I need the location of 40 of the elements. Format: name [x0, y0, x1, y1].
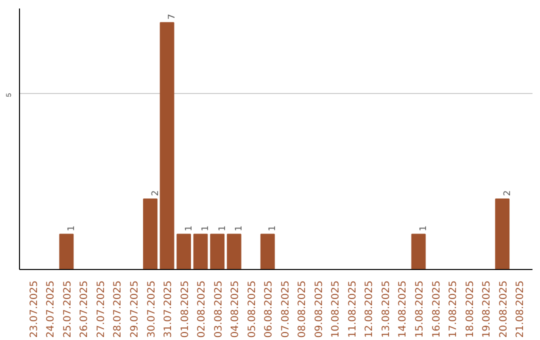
data-label: 2 — [150, 190, 161, 196]
x-tick-label: 23.07.2025 — [28, 280, 40, 338]
x-tick-label: 26.07.2025 — [79, 280, 90, 338]
x-tick-label: 25.07.2025 — [62, 280, 74, 338]
x-tick-label: 06.08.2025 — [264, 280, 275, 338]
x-tick-label: 29.07.2025 — [130, 280, 140, 338]
data-label: 1 — [218, 225, 228, 232]
x-tick-label: 10.08.2025 — [330, 280, 342, 338]
x-tick-label: 02.08.2025 — [196, 280, 208, 338]
x-tick-label: 17.08.2025 — [448, 280, 460, 338]
x-tick-label: 08.08.2025 — [297, 280, 308, 338]
x-tick-label: 18.08.2025 — [464, 280, 476, 338]
x-tick-label: 05.08.2025 — [246, 280, 258, 338]
x-tick-label: 07.08.2025 — [280, 280, 292, 338]
x-tick-label: 31.07.2025 — [163, 280, 174, 338]
data-label: 1 — [184, 225, 194, 232]
x-tick-label: 13.08.2025 — [380, 280, 392, 338]
x-tick-label: 01.08.2025 — [180, 280, 191, 338]
data-label: 1 — [201, 225, 212, 232]
x-tick-label: 11.08.2025 — [347, 280, 358, 338]
data-label: 1 — [268, 225, 278, 232]
x-tick-label: 24.07.2025 — [46, 280, 57, 338]
data-label: 1 — [66, 225, 77, 232]
x-tick-label: 20.08.2025 — [498, 280, 510, 338]
data-label: 2 — [502, 190, 513, 196]
x-tick-label: 04.08.2025 — [230, 280, 242, 338]
x-tick-label: 03.08.2025 — [213, 280, 224, 338]
data-label: 7 — [168, 14, 178, 20]
data-label: 1 — [234, 225, 245, 232]
x-tick-label: 19.08.2025 — [482, 280, 493, 338]
x-tick-label: 12.08.2025 — [364, 280, 376, 338]
x-tick-label: 16.08.2025 — [431, 280, 442, 338]
x-tick-label: 30.07.2025 — [146, 280, 158, 338]
data-label: 1 — [419, 225, 429, 232]
x-tick-label: 27.07.2025 — [96, 280, 107, 338]
x-tick-label: 15.08.2025 — [414, 280, 426, 338]
x-tick-label: 28.07.2025 — [112, 280, 124, 338]
x-tick-label: 14.08.2025 — [398, 280, 409, 338]
x-tick-label: 09.08.2025 — [314, 280, 325, 338]
x-tick-label: 21.08.2025 — [515, 280, 526, 338]
